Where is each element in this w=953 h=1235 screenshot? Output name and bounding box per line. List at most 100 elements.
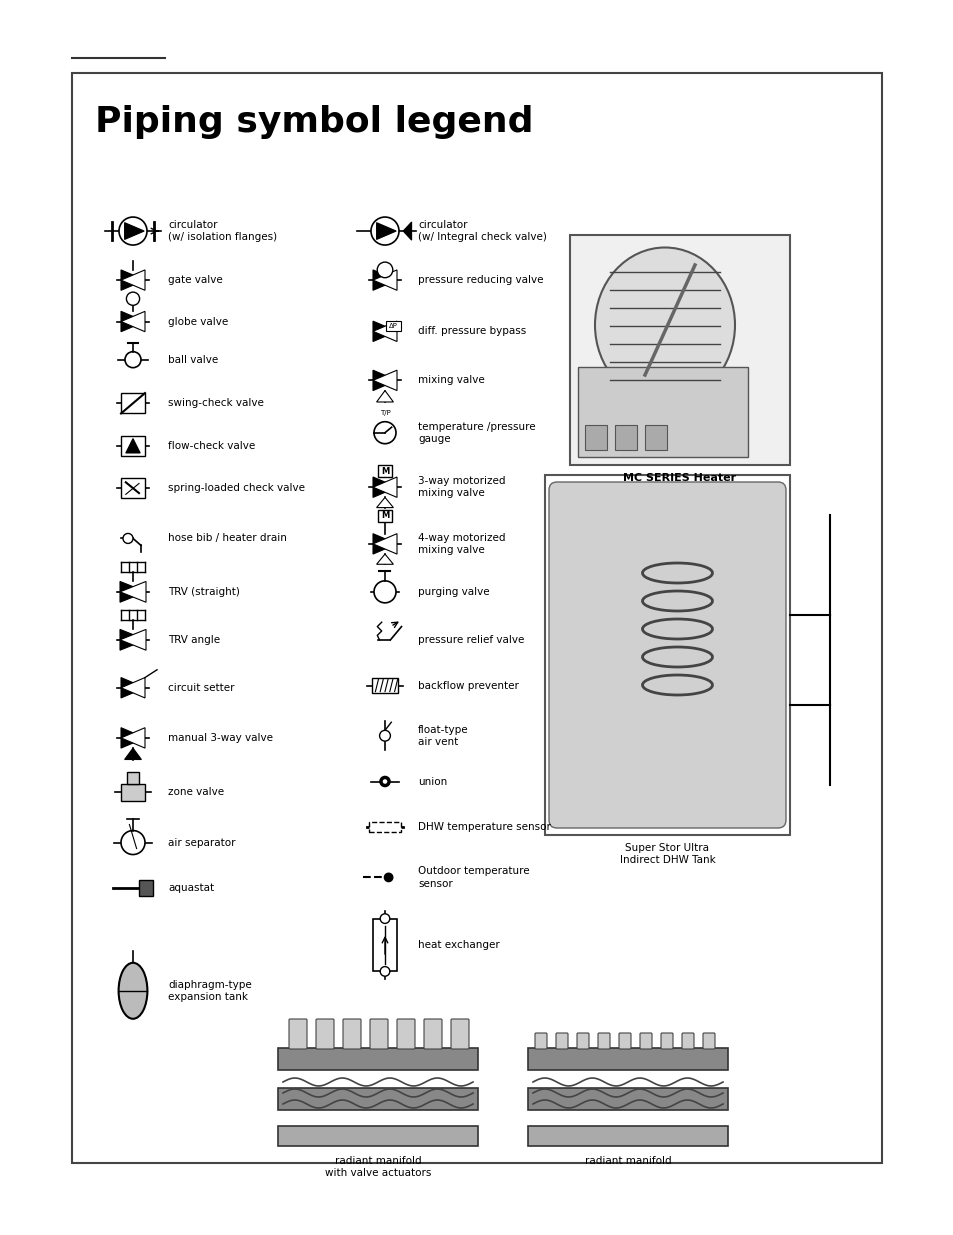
Text: Outdoor temperature
sensor: Outdoor temperature sensor (417, 866, 529, 889)
FancyBboxPatch shape (315, 1019, 334, 1049)
Circle shape (123, 534, 132, 543)
Bar (121, 784, 145, 800)
Circle shape (125, 352, 141, 368)
Bar (584, 425, 606, 450)
Polygon shape (373, 321, 396, 342)
Text: pressure relief valve: pressure relief valve (417, 635, 524, 645)
Ellipse shape (595, 247, 734, 403)
Bar (373, 919, 396, 972)
Polygon shape (373, 477, 396, 498)
Polygon shape (373, 270, 396, 290)
Bar (569, 235, 789, 466)
Polygon shape (121, 678, 145, 698)
FancyBboxPatch shape (396, 1019, 415, 1049)
Text: circulator
(w/ isolation flanges): circulator (w/ isolation flanges) (168, 220, 276, 242)
Polygon shape (376, 555, 393, 564)
Text: radiant manifold
with valve actuators: radiant manifold with valve actuators (324, 1156, 431, 1178)
Bar (378, 510, 391, 521)
Polygon shape (121, 678, 145, 698)
Polygon shape (125, 748, 141, 760)
Text: Piping symbol legend: Piping symbol legend (95, 105, 533, 140)
Text: TRV angle: TRV angle (168, 635, 220, 645)
Circle shape (126, 293, 139, 305)
Polygon shape (120, 582, 146, 603)
Polygon shape (373, 477, 396, 498)
FancyBboxPatch shape (343, 1019, 360, 1049)
Text: manual 3-way valve: manual 3-way valve (168, 732, 273, 743)
FancyBboxPatch shape (556, 1032, 567, 1049)
Bar (277, 1088, 477, 1110)
Polygon shape (373, 270, 396, 290)
Circle shape (374, 580, 395, 603)
Text: flow-check valve: flow-check valve (168, 441, 255, 451)
Bar (578, 367, 747, 457)
Polygon shape (120, 582, 146, 603)
Circle shape (374, 421, 395, 443)
Polygon shape (403, 222, 411, 240)
Text: hose bib / heater drain: hose bib / heater drain (168, 534, 287, 543)
Text: float-type
air vent: float-type air vent (417, 725, 468, 747)
Text: gate valve: gate valve (168, 275, 222, 285)
Ellipse shape (118, 963, 148, 1019)
Bar (615, 425, 637, 450)
Bar (139, 881, 152, 897)
Polygon shape (121, 270, 145, 290)
Text: diaphragm-type
expansion tank: diaphragm-type expansion tank (168, 979, 252, 1002)
Text: mixing valve: mixing valve (417, 375, 484, 385)
Text: spring-loaded check valve: spring-loaded check valve (168, 483, 305, 493)
Polygon shape (376, 498, 393, 508)
Text: union: union (417, 777, 447, 787)
Polygon shape (373, 534, 396, 555)
Text: aquastat: aquastat (168, 883, 213, 893)
FancyBboxPatch shape (577, 1032, 588, 1049)
Text: T/P: T/P (379, 410, 390, 416)
Bar (527, 1049, 727, 1070)
Polygon shape (376, 390, 393, 401)
FancyBboxPatch shape (639, 1032, 651, 1049)
FancyBboxPatch shape (451, 1019, 469, 1049)
Text: DHW temperature sensor: DHW temperature sensor (417, 823, 550, 832)
Text: radiant manifold: radiant manifold (584, 1156, 671, 1166)
FancyBboxPatch shape (535, 1032, 546, 1049)
Bar (544, 475, 789, 835)
Bar (277, 1126, 477, 1146)
Text: M: M (380, 511, 389, 520)
FancyBboxPatch shape (548, 482, 785, 827)
FancyBboxPatch shape (370, 1019, 388, 1049)
Circle shape (380, 914, 390, 924)
FancyBboxPatch shape (423, 1019, 441, 1049)
Circle shape (119, 217, 147, 245)
Text: M: M (380, 467, 389, 475)
Text: backflow preventer: backflow preventer (417, 680, 518, 690)
Text: purging valve: purging valve (417, 587, 489, 597)
Bar (372, 678, 397, 693)
Text: pressure reducing valve: pressure reducing valve (417, 275, 543, 285)
Circle shape (379, 730, 390, 741)
Polygon shape (373, 370, 396, 390)
Bar (121, 436, 145, 456)
Text: MC SERIES Heater: MC SERIES Heater (622, 473, 736, 483)
Bar (277, 1049, 477, 1070)
Text: air separator: air separator (168, 837, 235, 847)
Polygon shape (121, 727, 145, 748)
Bar (644, 425, 666, 450)
Text: diff. pressure bypass: diff. pressure bypass (417, 326, 526, 336)
FancyBboxPatch shape (702, 1032, 714, 1049)
Polygon shape (373, 370, 396, 390)
FancyBboxPatch shape (598, 1032, 609, 1049)
Circle shape (376, 262, 393, 278)
Circle shape (384, 873, 393, 882)
Text: temperature /pressure
gauge: temperature /pressure gauge (417, 421, 535, 443)
Text: globe valve: globe valve (168, 316, 228, 326)
Polygon shape (126, 438, 140, 453)
Bar (378, 466, 391, 477)
Polygon shape (125, 222, 144, 240)
Circle shape (121, 831, 145, 855)
Bar (369, 823, 400, 832)
Circle shape (380, 967, 390, 976)
Polygon shape (121, 270, 145, 290)
Bar (127, 772, 139, 784)
Text: heat exchanger: heat exchanger (417, 940, 499, 950)
FancyBboxPatch shape (681, 1032, 693, 1049)
Polygon shape (121, 311, 145, 332)
